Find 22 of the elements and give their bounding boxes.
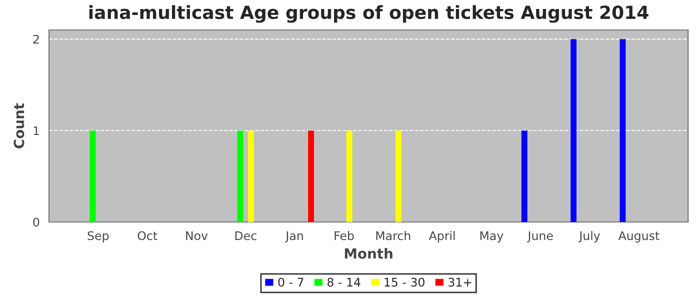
y-tick-label: 2	[33, 34, 39, 44]
x-axis-title: Month	[344, 248, 392, 259]
y-tick-label: 0	[33, 218, 40, 227]
x-tick-label: April	[428, 231, 455, 242]
x-tick-label: Jan	[285, 231, 303, 242]
x-tick-label: June	[527, 231, 553, 242]
x-tick-label: Nov	[186, 231, 208, 240]
legend-label: 15 - 30	[384, 278, 424, 287]
x-tick-label: August	[618, 231, 660, 242]
legend-label: 8 - 14	[328, 278, 360, 287]
y-axis-title: Count	[14, 103, 24, 148]
legend-label: 0 - 7	[278, 278, 304, 287]
x-tick-label: March	[376, 231, 410, 240]
x-tick-label: Dec	[235, 231, 256, 240]
chart-title: iana-multicast Age groups of open tickets August 2014	[89, 5, 648, 23]
x-tick-label: July	[578, 231, 600, 242]
y-tick-label: 1	[34, 126, 39, 136]
x-tick-label: Sep	[88, 231, 109, 242]
legend-label: 31+	[448, 278, 472, 287]
x-tick-label: May	[480, 231, 504, 242]
x-tick-label: Feb	[334, 231, 354, 240]
x-tick-label: Oct	[138, 231, 158, 240]
